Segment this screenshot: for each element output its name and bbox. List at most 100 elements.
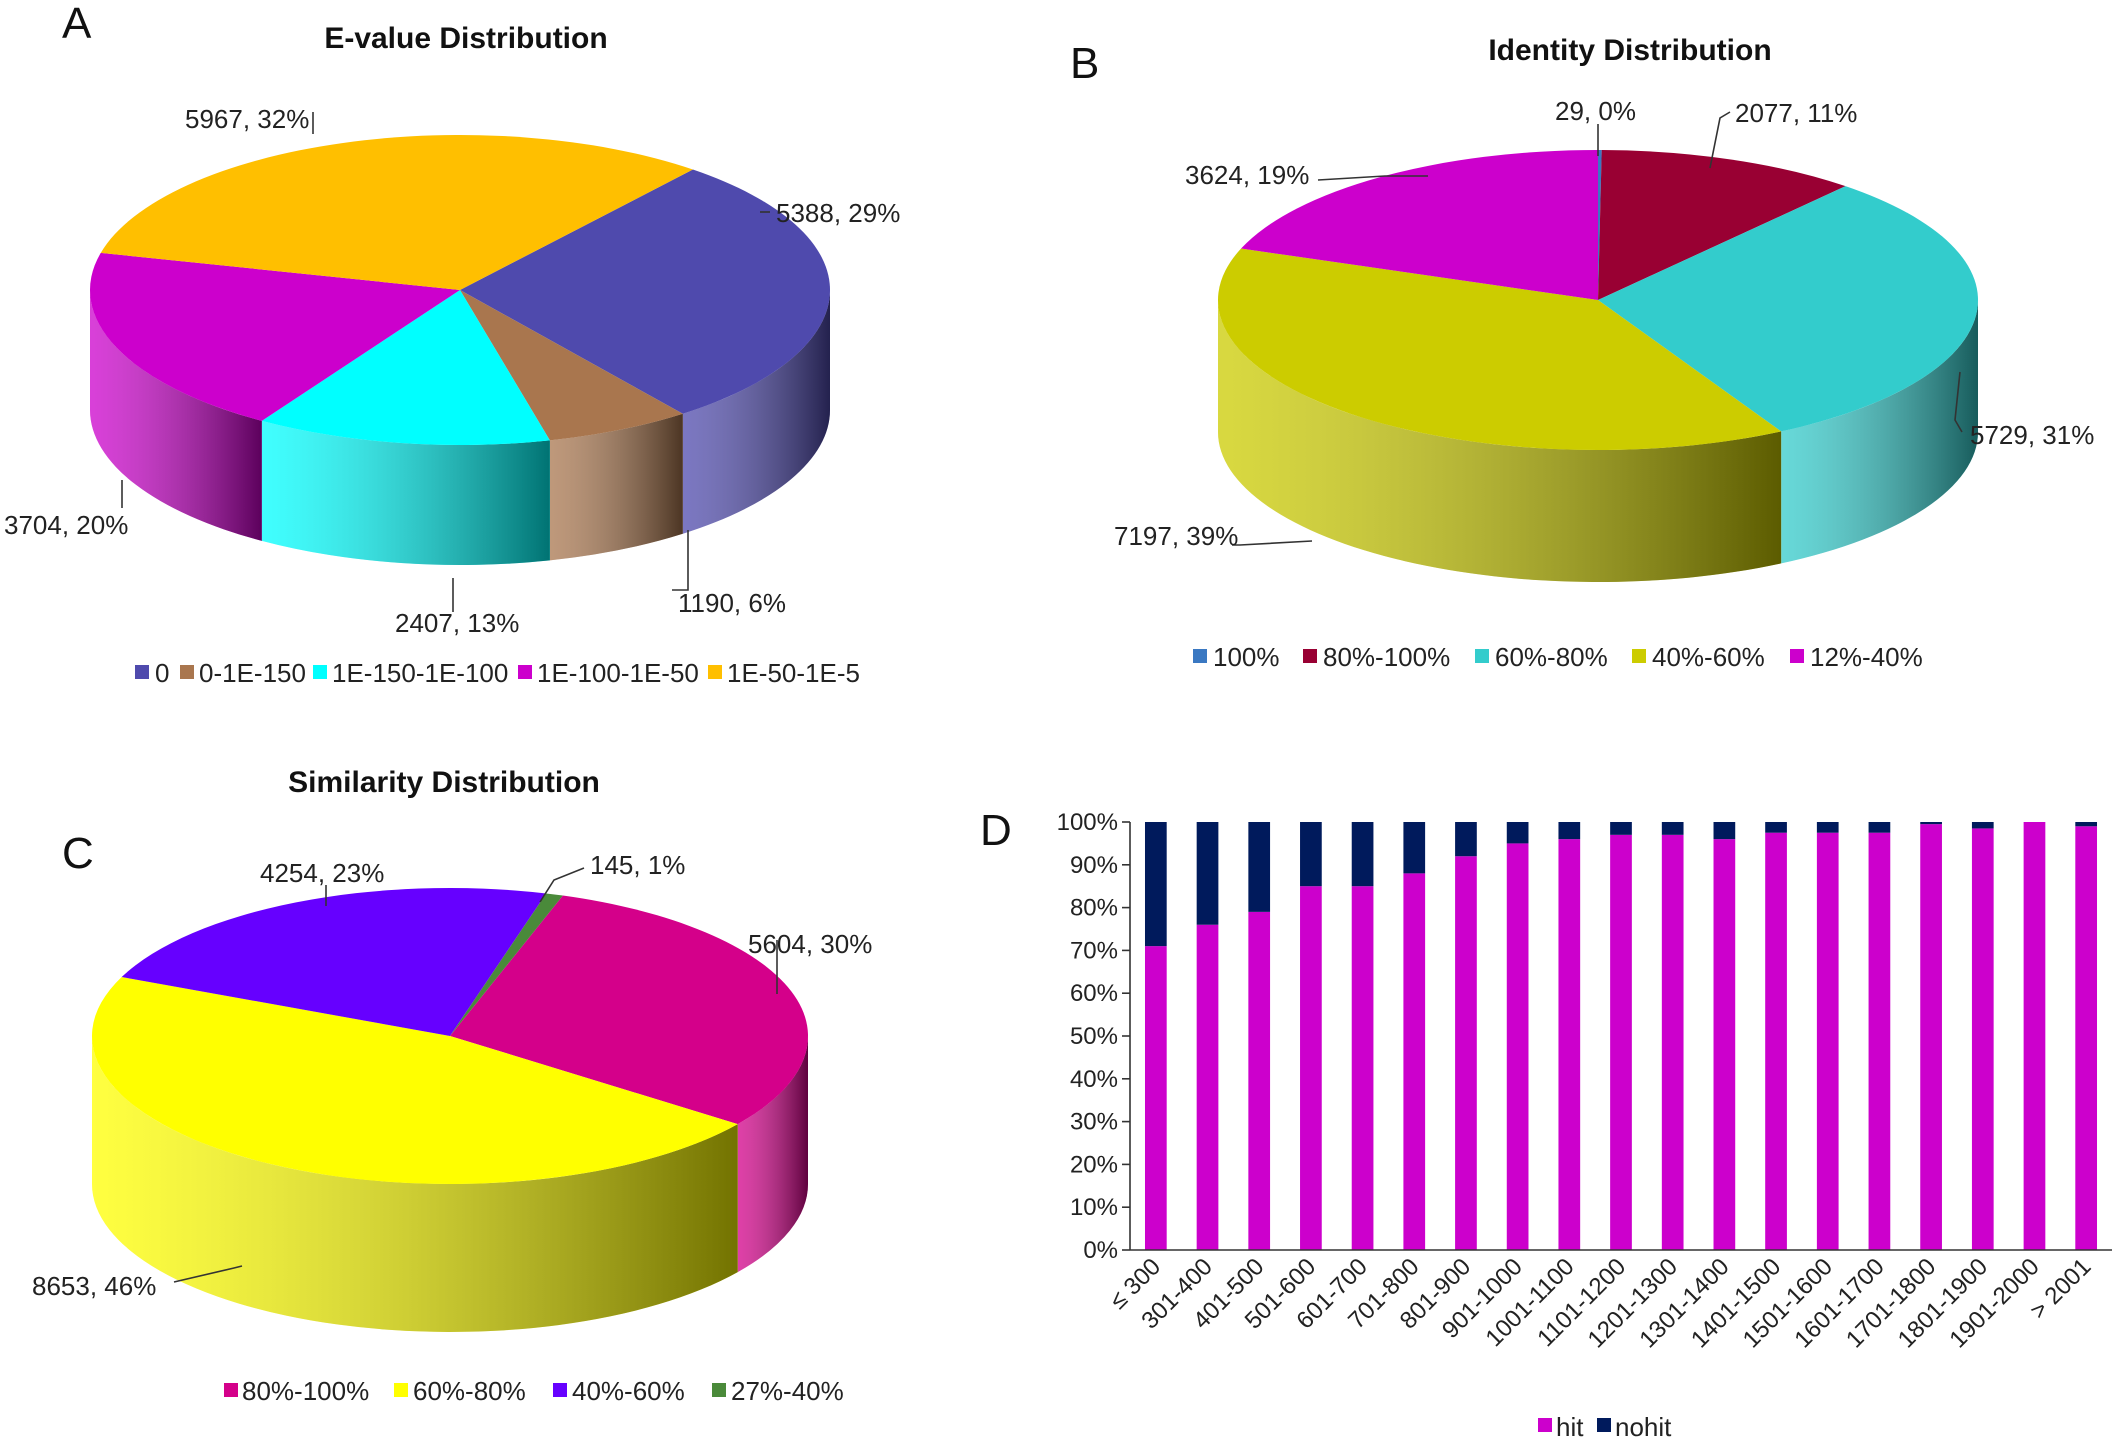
bar-nohit-13 <box>1816 822 1839 833</box>
chart-b-title: Identity Distribution <box>1488 34 1771 67</box>
y-tick-label: 50% <box>1070 1023 1118 1050</box>
evalue-slice-0 <box>460 169 830 414</box>
evalue-pie <box>89 134 830 565</box>
similarity-label-3: 145, 1% <box>590 850 685 880</box>
legend-swatch-similarity-1 <box>394 1383 408 1397</box>
bar-hit-5 <box>1403 873 1426 1250</box>
similarity-label-2: 4254, 23% <box>260 858 384 888</box>
evalue-slice-side-shade-2 <box>261 420 550 565</box>
legend-swatch-similarity-3 <box>712 1383 726 1397</box>
identity-label-3: 7197, 39% <box>1114 521 1238 551</box>
legend-label-identity-0: 100% <box>1213 642 1280 672</box>
legend-swatch-hit <box>1538 1418 1552 1432</box>
similarity-label-1: 8653, 46% <box>32 1271 156 1301</box>
evalue-slice-1 <box>460 290 683 441</box>
evalue-label-4: 5967, 32% <box>185 104 309 134</box>
similarity-slice-2 <box>121 888 547 1036</box>
identity-pie-leaders <box>1232 111 1963 546</box>
legend-label-evalue-0: 0 <box>155 658 169 688</box>
legend-swatch-nohit <box>1597 1418 1611 1432</box>
evalue-label-1: 1190, 6% <box>678 588 786 618</box>
y-tick-label: 80% <box>1070 895 1118 922</box>
bar-nohit-9 <box>1610 822 1632 835</box>
y-tick-label: 40% <box>1070 1066 1118 1093</box>
legend-swatch-evalue-0 <box>135 665 149 679</box>
bar-hit-4 <box>1351 886 1374 1250</box>
bar-nohit-0 <box>1144 822 1167 947</box>
legend-swatch-evalue-3 <box>518 665 532 679</box>
y-tick-label: 90% <box>1070 852 1118 879</box>
similarity-pie-leaders <box>173 867 778 1283</box>
hit-nohit-bar-chart: 0% 10% 20% 30% 40% 50% 60% 70% 80% 90% 100% ≤ 3003… <box>1057 809 2112 1442</box>
identity-label-4: 3624, 19% <box>1185 160 1309 190</box>
bar-hit-11 <box>1713 839 1736 1250</box>
evalue-pie-chart: E-value Distribution 5388, 29% 1190, 6% … <box>4 22 900 688</box>
similarity-legend: 80%-100% 60%-80% 40%-60% 27%-40% <box>224 1376 844 1406</box>
bar-hit-7 <box>1506 843 1529 1250</box>
legend-label-hit: hit <box>1556 1412 1584 1442</box>
identity-label-1: 2077, 11% <box>1735 98 1857 128</box>
bar-hit-13 <box>1816 832 1839 1250</box>
bar-nohit-7 <box>1506 822 1529 844</box>
identity-slice-3 <box>1218 248 1782 450</box>
bar-legend: hit nohit <box>1538 1412 1672 1442</box>
bar-nohit-18 <box>2075 822 2098 827</box>
identity-slice-side-shade-3 <box>1218 300 1782 582</box>
bar-nohit-3 <box>1300 822 1322 887</box>
bar-nohit-2 <box>1248 822 1271 912</box>
identity-slice-0 <box>1598 150 1602 300</box>
identity-pie-chart: Identity Distribution 29, 0% 2077, 11% 5… <box>1114 34 2094 672</box>
bar-nohit-14 <box>1868 822 1891 833</box>
legend-swatch-identity-3 <box>1632 649 1646 663</box>
legend-label-similarity-0: 80%-100% <box>242 1376 369 1406</box>
panel-letter-a: A <box>62 0 92 48</box>
similarity-slice-side-shade-0 <box>737 1036 808 1273</box>
bar-hit-18 <box>2075 826 2098 1250</box>
bar-hit-12 <box>1765 832 1787 1250</box>
identity-slice-1 <box>1598 150 1846 300</box>
identity-label-0: 29, 0% <box>1555 96 1636 126</box>
legend-label-similarity-2: 40%-60% <box>572 1376 685 1406</box>
legend-label-identity-3: 40%-60% <box>1652 642 1765 672</box>
identity-legend: 100% 80%-100% 60%-80% 40%-60% 12%-40% <box>1193 642 1923 672</box>
bar-nohit-6 <box>1455 822 1477 857</box>
similarity-pie <box>92 888 808 1333</box>
legend-label-similarity-1: 60%-80% <box>413 1376 526 1406</box>
bar-hit-14 <box>1868 832 1891 1250</box>
y-axis-ticks: 0% 10% 20% 30% 40% 50% 60% 70% 80% 90% 100% <box>1057 809 1130 1264</box>
y-tick-label: 10% <box>1070 1194 1118 1221</box>
bar-nohit-16 <box>1971 822 1994 829</box>
y-tick-label: 100% <box>1057 809 1118 836</box>
y-tick-label: 60% <box>1070 980 1118 1007</box>
evalue-pie-leaders <box>121 112 770 612</box>
legend-swatch-identity-0 <box>1193 649 1207 663</box>
bar-nohit-5 <box>1403 822 1426 874</box>
bar-hit-8 <box>1558 839 1581 1250</box>
identity-label-2: 5729, 31% <box>1970 420 2094 450</box>
legend-label-evalue-3: 1E-100-1E-50 <box>537 658 699 688</box>
legend-label-similarity-3: 27%-40% <box>731 1376 844 1406</box>
legend-swatch-evalue-2 <box>313 665 327 679</box>
similarity-pie-chart: Similarity Distribution 5604, 30% 8653, … <box>32 766 872 1406</box>
evalue-slice-side-shade-0 <box>682 290 830 534</box>
panel-letter-b: B <box>1070 39 1099 88</box>
bar-nohit-8 <box>1558 822 1581 840</box>
similarity-slice-side-shade-1 <box>92 1036 738 1333</box>
similarity-slice-0 <box>450 895 808 1125</box>
legend-label-identity-1: 80%-100% <box>1323 642 1450 672</box>
bar-hit-10 <box>1661 834 1684 1250</box>
legend-label-evalue-1: 0-1E-150 <box>199 658 306 688</box>
legend-swatch-evalue-4 <box>708 665 722 679</box>
evalue-slice-3 <box>89 252 460 421</box>
legend-swatch-identity-2 <box>1475 649 1489 663</box>
stacked-bars <box>1144 822 2098 1250</box>
identity-slice-4 <box>1241 150 1598 300</box>
evalue-label-3: 3704, 20% <box>4 510 128 540</box>
legend-label-identity-4: 12%-40% <box>1810 642 1923 672</box>
legend-label-identity-2: 60%-80% <box>1495 642 1608 672</box>
y-tick-label: 70% <box>1070 937 1118 964</box>
evalue-legend: 0 0-1E-150 1E-150-1E-100 1E-100-1E-50 1E… <box>135 658 860 688</box>
bar-nohit-10 <box>1661 822 1684 835</box>
bar-nohit-15 <box>1920 822 1942 825</box>
